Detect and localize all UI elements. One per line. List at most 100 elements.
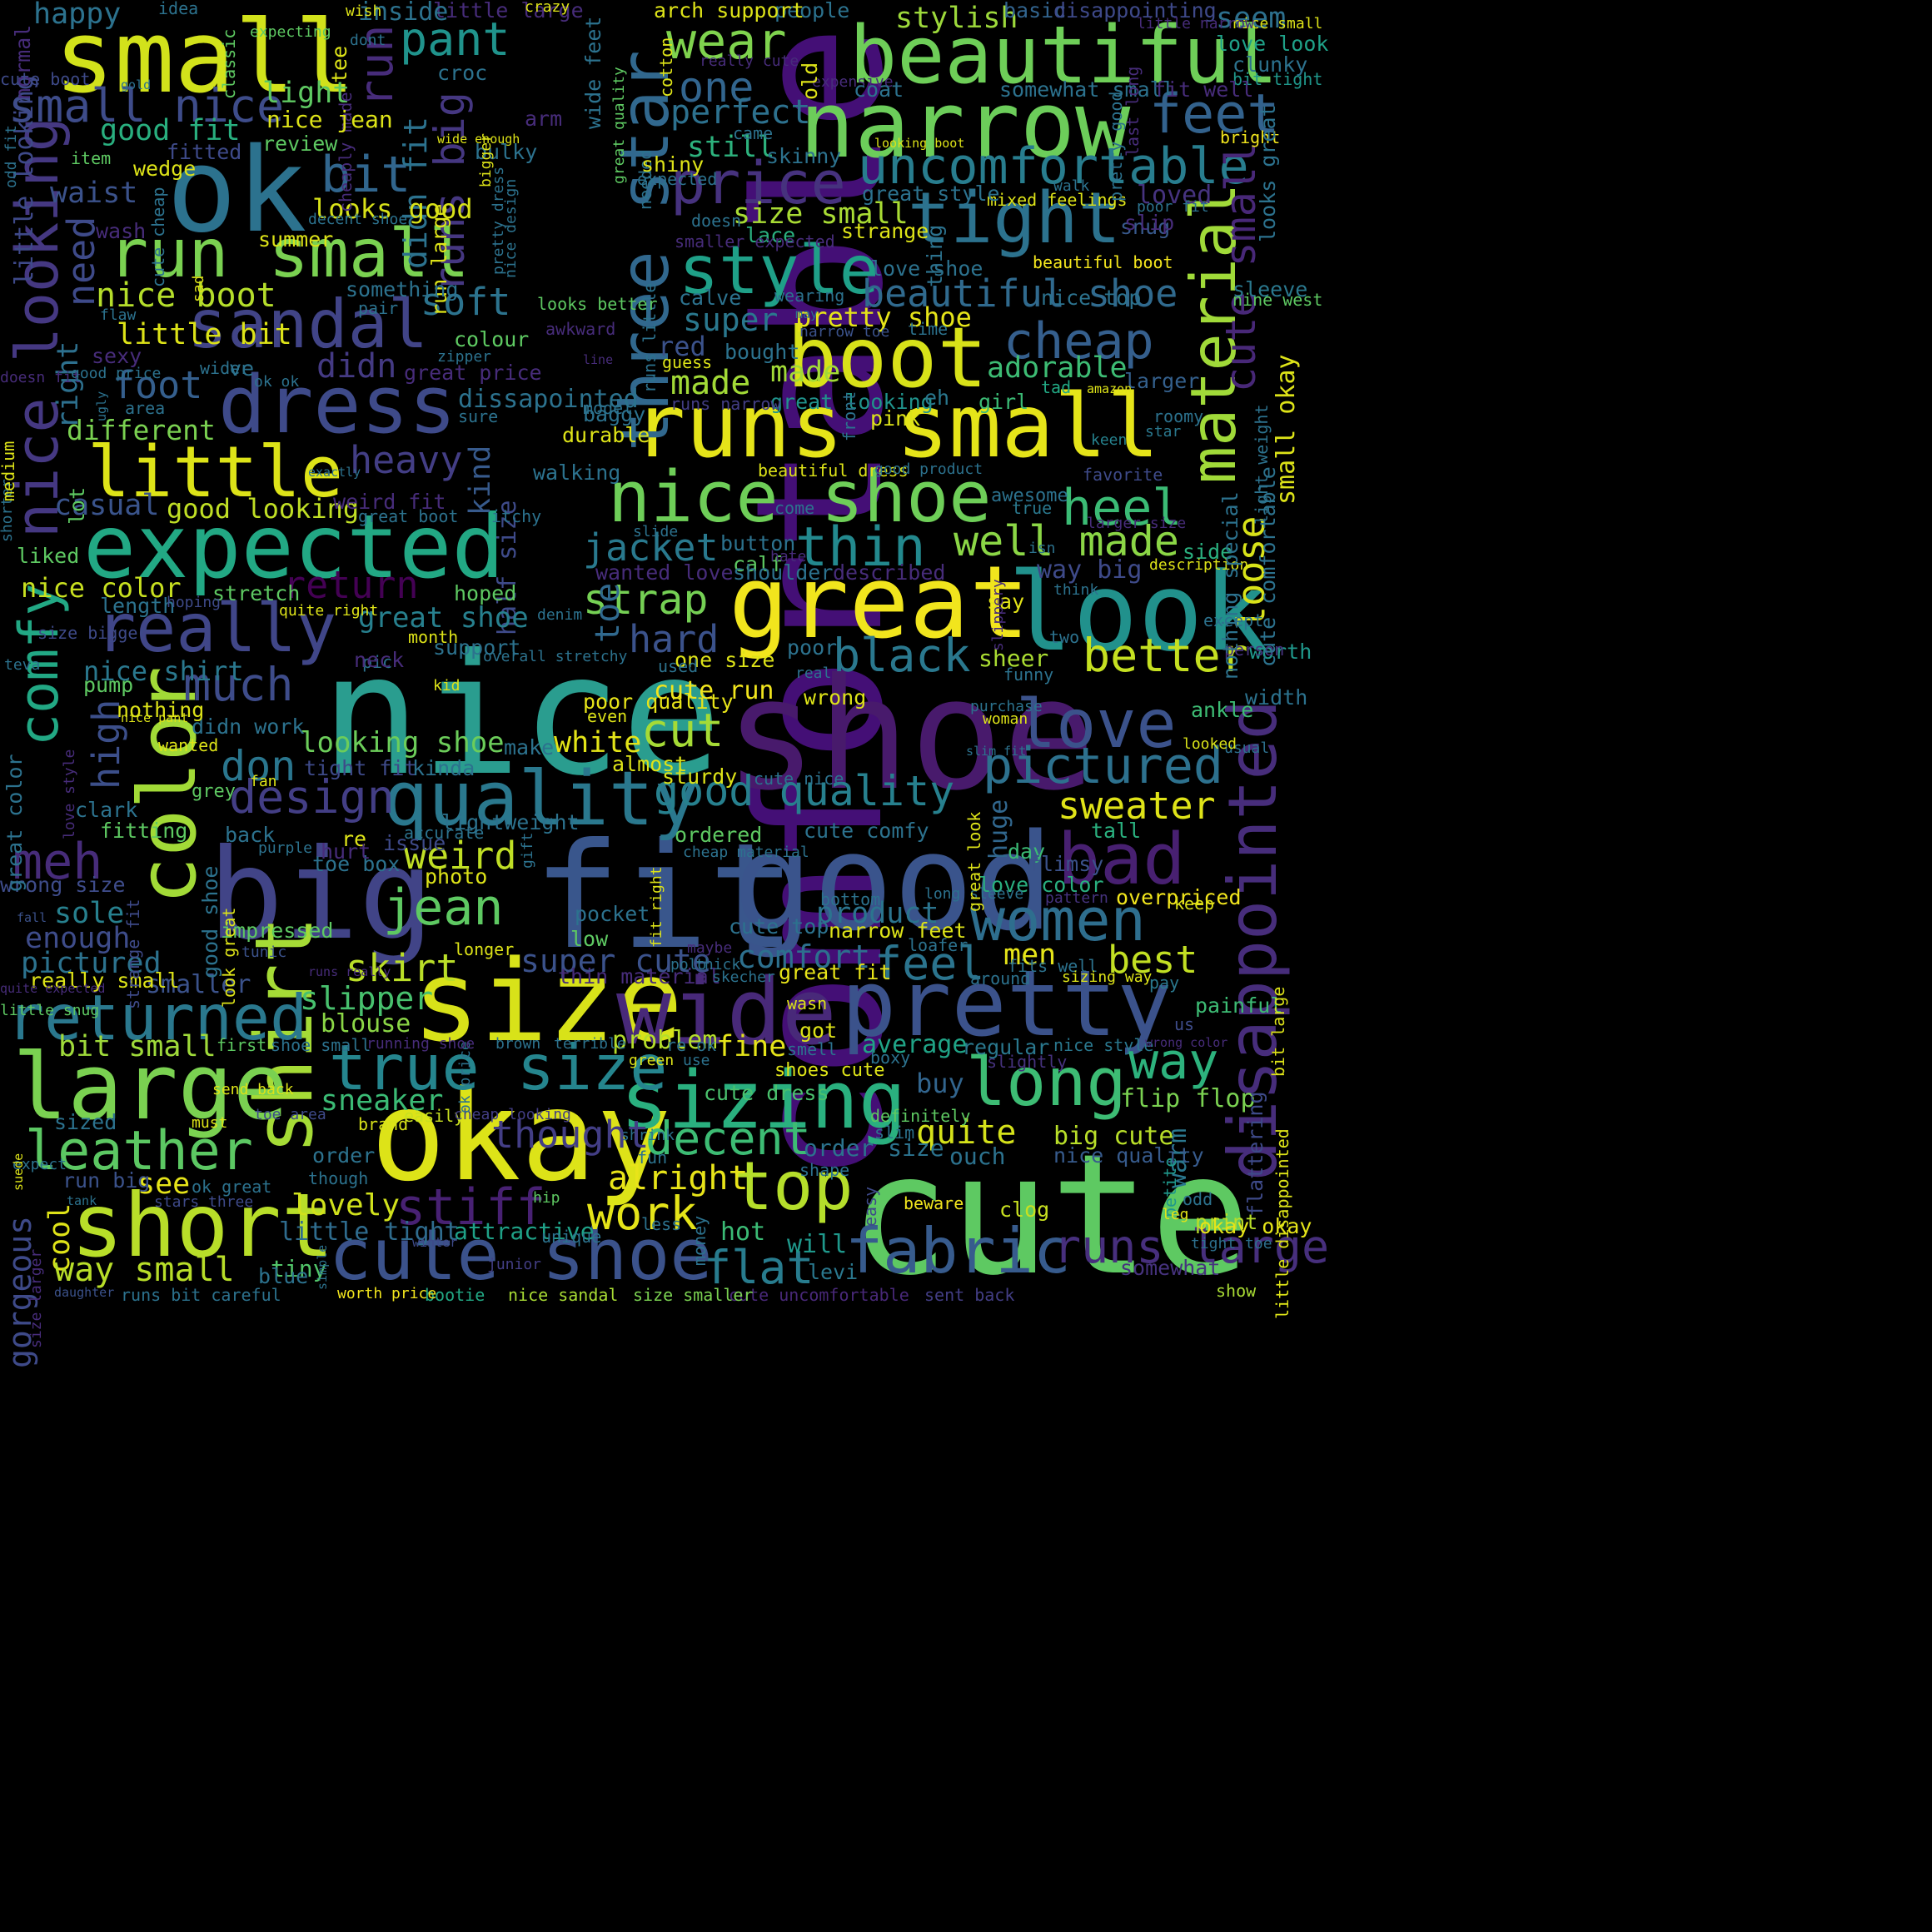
word: sneaker (321, 1084, 444, 1118)
word: guess (662, 352, 713, 372)
word: poor quality (583, 690, 734, 714)
word: ugly (94, 391, 109, 422)
word: sheer (978, 645, 1049, 672)
word: beware (904, 1193, 964, 1213)
word: summer (258, 227, 334, 251)
word: people (774, 0, 850, 22)
word: fit right (648, 866, 665, 948)
word: slim (874, 1123, 915, 1143)
word: good quality (654, 767, 955, 815)
word: little snug (0, 1002, 100, 1019)
word: strap (583, 575, 709, 624)
word: got (799, 1018, 838, 1043)
word: walking (533, 461, 621, 485)
word: great style (862, 182, 1000, 206)
word: shoe (724, 645, 1096, 824)
word: made (770, 356, 841, 389)
word: expensive (812, 73, 894, 91)
word: fine (716, 1030, 787, 1063)
word: looks better (537, 294, 658, 314)
word: true size (329, 1031, 668, 1104)
word: review (262, 132, 338, 156)
word: funny (1003, 665, 1054, 685)
word: poor (787, 635, 838, 660)
word: star (1145, 423, 1182, 441)
word: time (908, 319, 949, 339)
word: even (587, 706, 628, 726)
word: better (1083, 629, 1248, 682)
word: day (1008, 839, 1046, 864)
word: isn (1028, 540, 1056, 557)
word: sure (458, 406, 499, 426)
word: flimsy (1028, 852, 1104, 876)
word: white (554, 726, 642, 759)
word: casual (54, 489, 160, 522)
word: leg (1162, 1206, 1189, 1223)
word: looking shoe (300, 726, 505, 759)
word: great boot (358, 506, 459, 526)
word: one size (675, 648, 775, 672)
word: beautiful dress (758, 461, 909, 481)
word: old (798, 62, 822, 101)
word: cute shoe (329, 1214, 713, 1297)
word: nice (321, 619, 722, 813)
word: slim fit (966, 744, 1027, 759)
word: width (1245, 685, 1308, 710)
word: uncomfortable (858, 137, 1249, 196)
word: two (1049, 627, 1080, 647)
word: love color (978, 873, 1104, 897)
word: pump (83, 673, 134, 697)
word: wrong size (0, 873, 126, 897)
word: work (587, 1187, 698, 1240)
word: arch support (654, 0, 804, 22)
word: keep (1174, 894, 1215, 914)
word: mixed feelings (987, 190, 1128, 210)
word: front (839, 391, 859, 442)
word: jacket (583, 525, 719, 570)
word: hard (629, 617, 720, 661)
word: ouch (949, 1143, 1006, 1170)
word: month (408, 627, 459, 647)
word: regular (962, 1035, 1050, 1059)
word: small nice (8, 79, 285, 132)
word: zipper (437, 348, 492, 366)
word: cut (641, 704, 724, 757)
word: bright (1220, 127, 1281, 147)
word: bit tight (1232, 69, 1323, 89)
word: nice small (1232, 15, 1323, 32)
word: waist (50, 177, 138, 210)
word: size (412, 936, 684, 1067)
word: kid (433, 677, 461, 695)
word: lot (65, 487, 89, 525)
word: photo (425, 864, 488, 889)
word: weird fit (333, 490, 446, 514)
word: nothing (117, 698, 205, 722)
word: support (433, 635, 521, 660)
word: stars three (154, 1193, 254, 1211)
word: dress (218, 360, 456, 451)
word: bottom (820, 889, 881, 909)
word: nice sandal (508, 1285, 619, 1305)
word: disappointing (1053, 0, 1217, 22)
word: top (733, 1148, 854, 1225)
word: great shoe (358, 601, 529, 635)
word: pictured (21, 947, 162, 980)
word: great fit (779, 960, 892, 984)
word: cute cheap (148, 187, 168, 288)
word: return (283, 563, 419, 607)
word: well made (954, 517, 1179, 565)
word: us (1174, 1014, 1195, 1034)
word: kind (464, 446, 497, 516)
word: smell (787, 1039, 838, 1059)
word: great color (2, 754, 27, 892)
word: skinny (766, 144, 842, 168)
word: idea (158, 0, 199, 18)
word: men (1003, 939, 1057, 972)
word: different (67, 414, 216, 446)
word: feet (1149, 83, 1280, 146)
word: shoes cute (774, 1060, 885, 1081)
word: decent (645, 1112, 811, 1165)
word: don (221, 742, 296, 790)
word: comfort (737, 939, 871, 975)
word: less (641, 1214, 682, 1234)
